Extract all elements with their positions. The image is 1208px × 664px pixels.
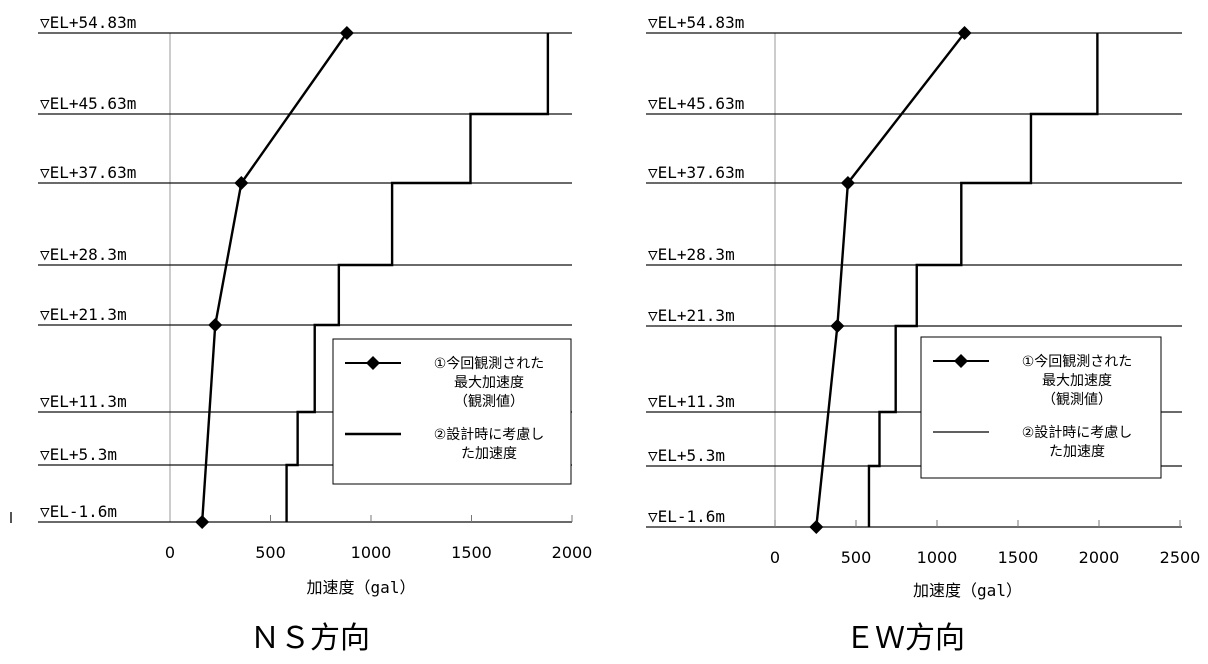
x-tick-label: 0 [770, 548, 780, 567]
legend-entry-design: ②設計時に考慮し [1022, 425, 1133, 441]
level-label: ▽EL+45.63m [648, 94, 744, 113]
level-label: ▽EL+54.83m [40, 13, 136, 32]
x-tick-label: 2000 [552, 543, 593, 562]
legend-entry-observed: ①今回観測された [1022, 353, 1133, 370]
observed-point-diamond [830, 319, 844, 333]
observed-acceleration-line [202, 33, 347, 522]
level-label: ▽EL+28.3m [40, 245, 127, 264]
x-axis-title: 加速度（gal） [307, 578, 416, 597]
legend-entry-design: た加速度 [1049, 444, 1105, 460]
legend-entry-observed: ①今回観測された [434, 355, 545, 372]
level-label: ▽EL+37.63m [648, 163, 744, 182]
legend-entry-design: た加速度 [461, 446, 517, 462]
level-label: ▽EL+21.3m [648, 306, 735, 325]
level-label: ▽EL-1.6m [648, 507, 725, 526]
x-tick-label: 1000 [917, 548, 958, 567]
level-label: ▽EL+5.3m [648, 446, 725, 465]
level-label: ▽EL+45.63m [40, 94, 136, 113]
observed-point-diamond [809, 520, 823, 534]
level-label: ▽EL+11.3m [648, 392, 735, 411]
ns-chart: ▽EL+54.83m ▽EL+45.63m ▽EL+37.63m ▽EL+28.3m ▽… [38, 13, 592, 656]
legend-entry-observed: 最大加速度 [454, 375, 524, 391]
level-label: ▽EL-1.6m [40, 502, 117, 521]
x-tick-label: 500 [255, 543, 286, 562]
legend-entry-observed: （観測値） [454, 393, 524, 410]
legend-entry-observed: （観測値） [1042, 391, 1112, 408]
level-label: ▽EL+5.3m [40, 445, 117, 464]
level-label: ▽EL+54.83m [648, 13, 744, 32]
observed-point-diamond [208, 318, 222, 332]
legend-entry-observed: 最大加速度 [1042, 373, 1112, 389]
level-label: ▽EL+28.3m [648, 245, 735, 264]
x-tick-label: 1500 [451, 543, 492, 562]
chart-caption: ＮＳ方向 [250, 621, 370, 656]
x-tick-label: 2500 [1160, 548, 1201, 567]
level-label: ▽EL+21.3m [40, 305, 127, 324]
chart-caption: ＥＷ方向 [845, 621, 965, 656]
x-tick-label: 500 [841, 548, 872, 567]
level-label: ▽EL+11.3m [40, 392, 127, 411]
x-tick-label: 2000 [1079, 548, 1120, 567]
x-axis-title: 加速度（gal） [913, 581, 1022, 600]
x-tick-label: 1500 [998, 548, 1039, 567]
level-label: ▽EL+37.63m [40, 163, 136, 182]
x-tick-label: 0 [165, 543, 175, 562]
ew-chart: ▽EL+54.83m ▽EL+45.63m ▽EL+37.63m ▽EL+28.3m ▽… [646, 13, 1200, 656]
observed-point-diamond [195, 515, 209, 529]
legend-entry-design: ②設計時に考慮し [434, 427, 545, 443]
x-tick-label: 1000 [351, 543, 392, 562]
